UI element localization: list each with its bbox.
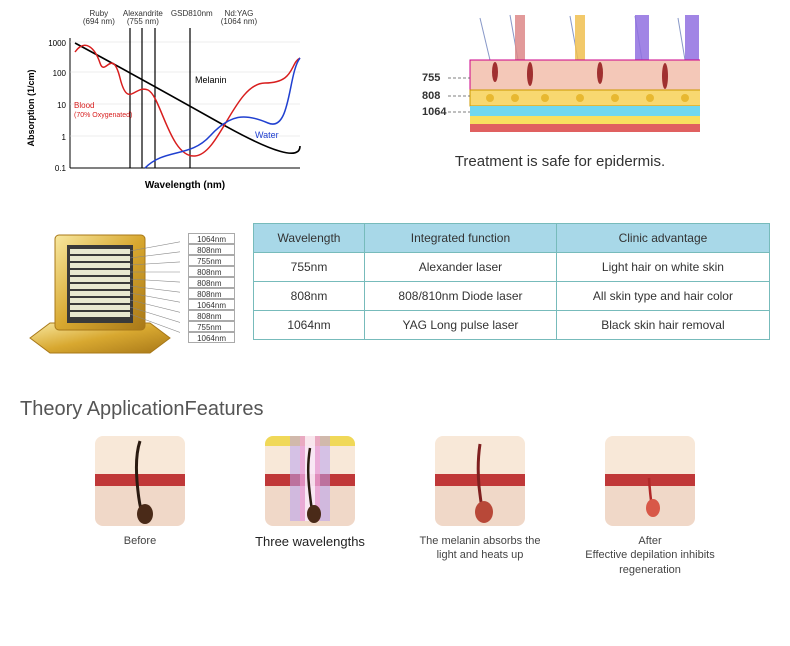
table-cell: YAG Long pulse laser — [365, 311, 557, 340]
vline-sublabel: (694 nm) — [83, 17, 115, 26]
svg-text:100: 100 — [53, 69, 67, 78]
table-header: Integrated function — [365, 224, 557, 253]
vline-sublabel: (1064 nm) — [221, 17, 257, 26]
stage-image — [435, 436, 525, 526]
skin-caption: Treatment is safe for epidermis. — [350, 153, 770, 170]
chip-bar-labels: 1064nm 808nm 755nm 808nm 808nm 808nm 106… — [188, 233, 235, 343]
svg-text:10: 10 — [57, 101, 66, 110]
chip-bar-label: 1064nm — [188, 233, 235, 244]
chip-bar-label: 1064nm — [188, 332, 235, 343]
stage-image — [265, 436, 355, 526]
chip-bar-label: 808nm — [188, 244, 235, 255]
stage-caption: Three wavelengths — [240, 534, 380, 564]
stage-caption: The melanin absorbs thelight and heats u… — [410, 534, 550, 564]
vline-label: GSD810nm — [171, 9, 213, 18]
water-label: Water — [255, 130, 279, 140]
chip-bar-label: 808nm — [188, 266, 235, 277]
absorption-chart-svg: 0.1 1 10 100 1000 Melanin Blood — [20, 28, 320, 193]
chip-bar-label: 808nm — [188, 310, 235, 321]
chip-bar-label: 1064nm — [188, 299, 235, 310]
table-cell: All skin type and hair color — [556, 282, 769, 311]
table-cell: 808nm — [254, 282, 365, 311]
absorption-chart: Ruby(694 nm) Alexandrite(755 nm) GSD810n… — [20, 10, 320, 198]
table-cell: 808/810nm Diode laser — [365, 282, 557, 311]
chip-bar-label: 755nm — [188, 255, 235, 266]
chip-bar-label: 755nm — [188, 321, 235, 332]
section-title: Theory ApplicationFeatures — [20, 398, 770, 421]
stage-caption: Before — [70, 534, 210, 564]
table-cell: Light hair on white skin — [556, 253, 769, 282]
ylabel: Absorption (1/cm) — [26, 69, 36, 146]
depth-label: 755 — [422, 72, 440, 84]
table-cell: 1064nm — [254, 311, 365, 340]
svg-text:1000: 1000 — [48, 39, 66, 48]
depth-label: 808 — [422, 90, 440, 102]
table-header: Wavelength — [254, 224, 365, 253]
xlabel: Wavelength (nm) — [145, 180, 225, 191]
row-charts: Ruby(694 nm) Alexandrite(755 nm) GSD810n… — [20, 10, 770, 198]
stage-after: AfterEffective depilation inhibits regen… — [580, 436, 720, 577]
stage-caption: AfterEffective depilation inhibits regen… — [580, 534, 720, 577]
table-row: 755nm Alexander laser Light hair on whit… — [254, 253, 770, 282]
table-cell: Alexander laser — [365, 253, 557, 282]
depth-label: 1064 — [422, 106, 447, 118]
blood-sublabel: (70% Oxygenated) — [74, 112, 132, 119]
stage-image — [605, 436, 695, 526]
chip-svg — [20, 223, 180, 363]
stage-absorb: The melanin absorbs thelight and heats u… — [410, 436, 550, 564]
table-cell: 755nm — [254, 253, 365, 282]
row-stages: Before Three wavelengths The melanin abs… — [20, 436, 770, 577]
table-header: Clinic advantage — [556, 224, 769, 253]
table-row: 808nm 808/810nm Diode laser All skin typ… — [254, 282, 770, 311]
blood-label: Blood — [74, 101, 94, 110]
table-row: 1064nm YAG Long pulse laser Black skin h… — [254, 311, 770, 340]
chart-vline-labels: Ruby(694 nm) Alexandrite(755 nm) GSD810n… — [20, 10, 320, 26]
chip-bar-label: 808nm — [188, 277, 235, 288]
vline-sublabel: (755 nm) — [127, 17, 159, 26]
wavelength-table: Wavelength Integrated function Clinic ad… — [253, 223, 770, 340]
laser-chip: 1064nm 808nm 755nm 808nm 808nm 808nm 106… — [20, 223, 180, 368]
chip-bar-label: 808nm — [188, 288, 235, 299]
table-cell: Black skin hair removal — [556, 311, 769, 340]
row-chip-table: 1064nm 808nm 755nm 808nm 808nm 808nm 106… — [20, 223, 770, 368]
stage-before: Before — [70, 436, 210, 564]
skin-diagram: 755 808 1064 755 808 1064 Treatment is s… — [350, 10, 770, 170]
svg-text:1: 1 — [62, 133, 67, 142]
melanin-label: Melanin — [195, 75, 227, 85]
svg-text:0.1: 0.1 — [55, 164, 67, 173]
skin-diagram-svg: 755 808 1064 755 808 1064 — [420, 10, 700, 140]
stage-image — [95, 436, 185, 526]
stage-three-wavelengths: Three wavelengths — [240, 436, 380, 564]
